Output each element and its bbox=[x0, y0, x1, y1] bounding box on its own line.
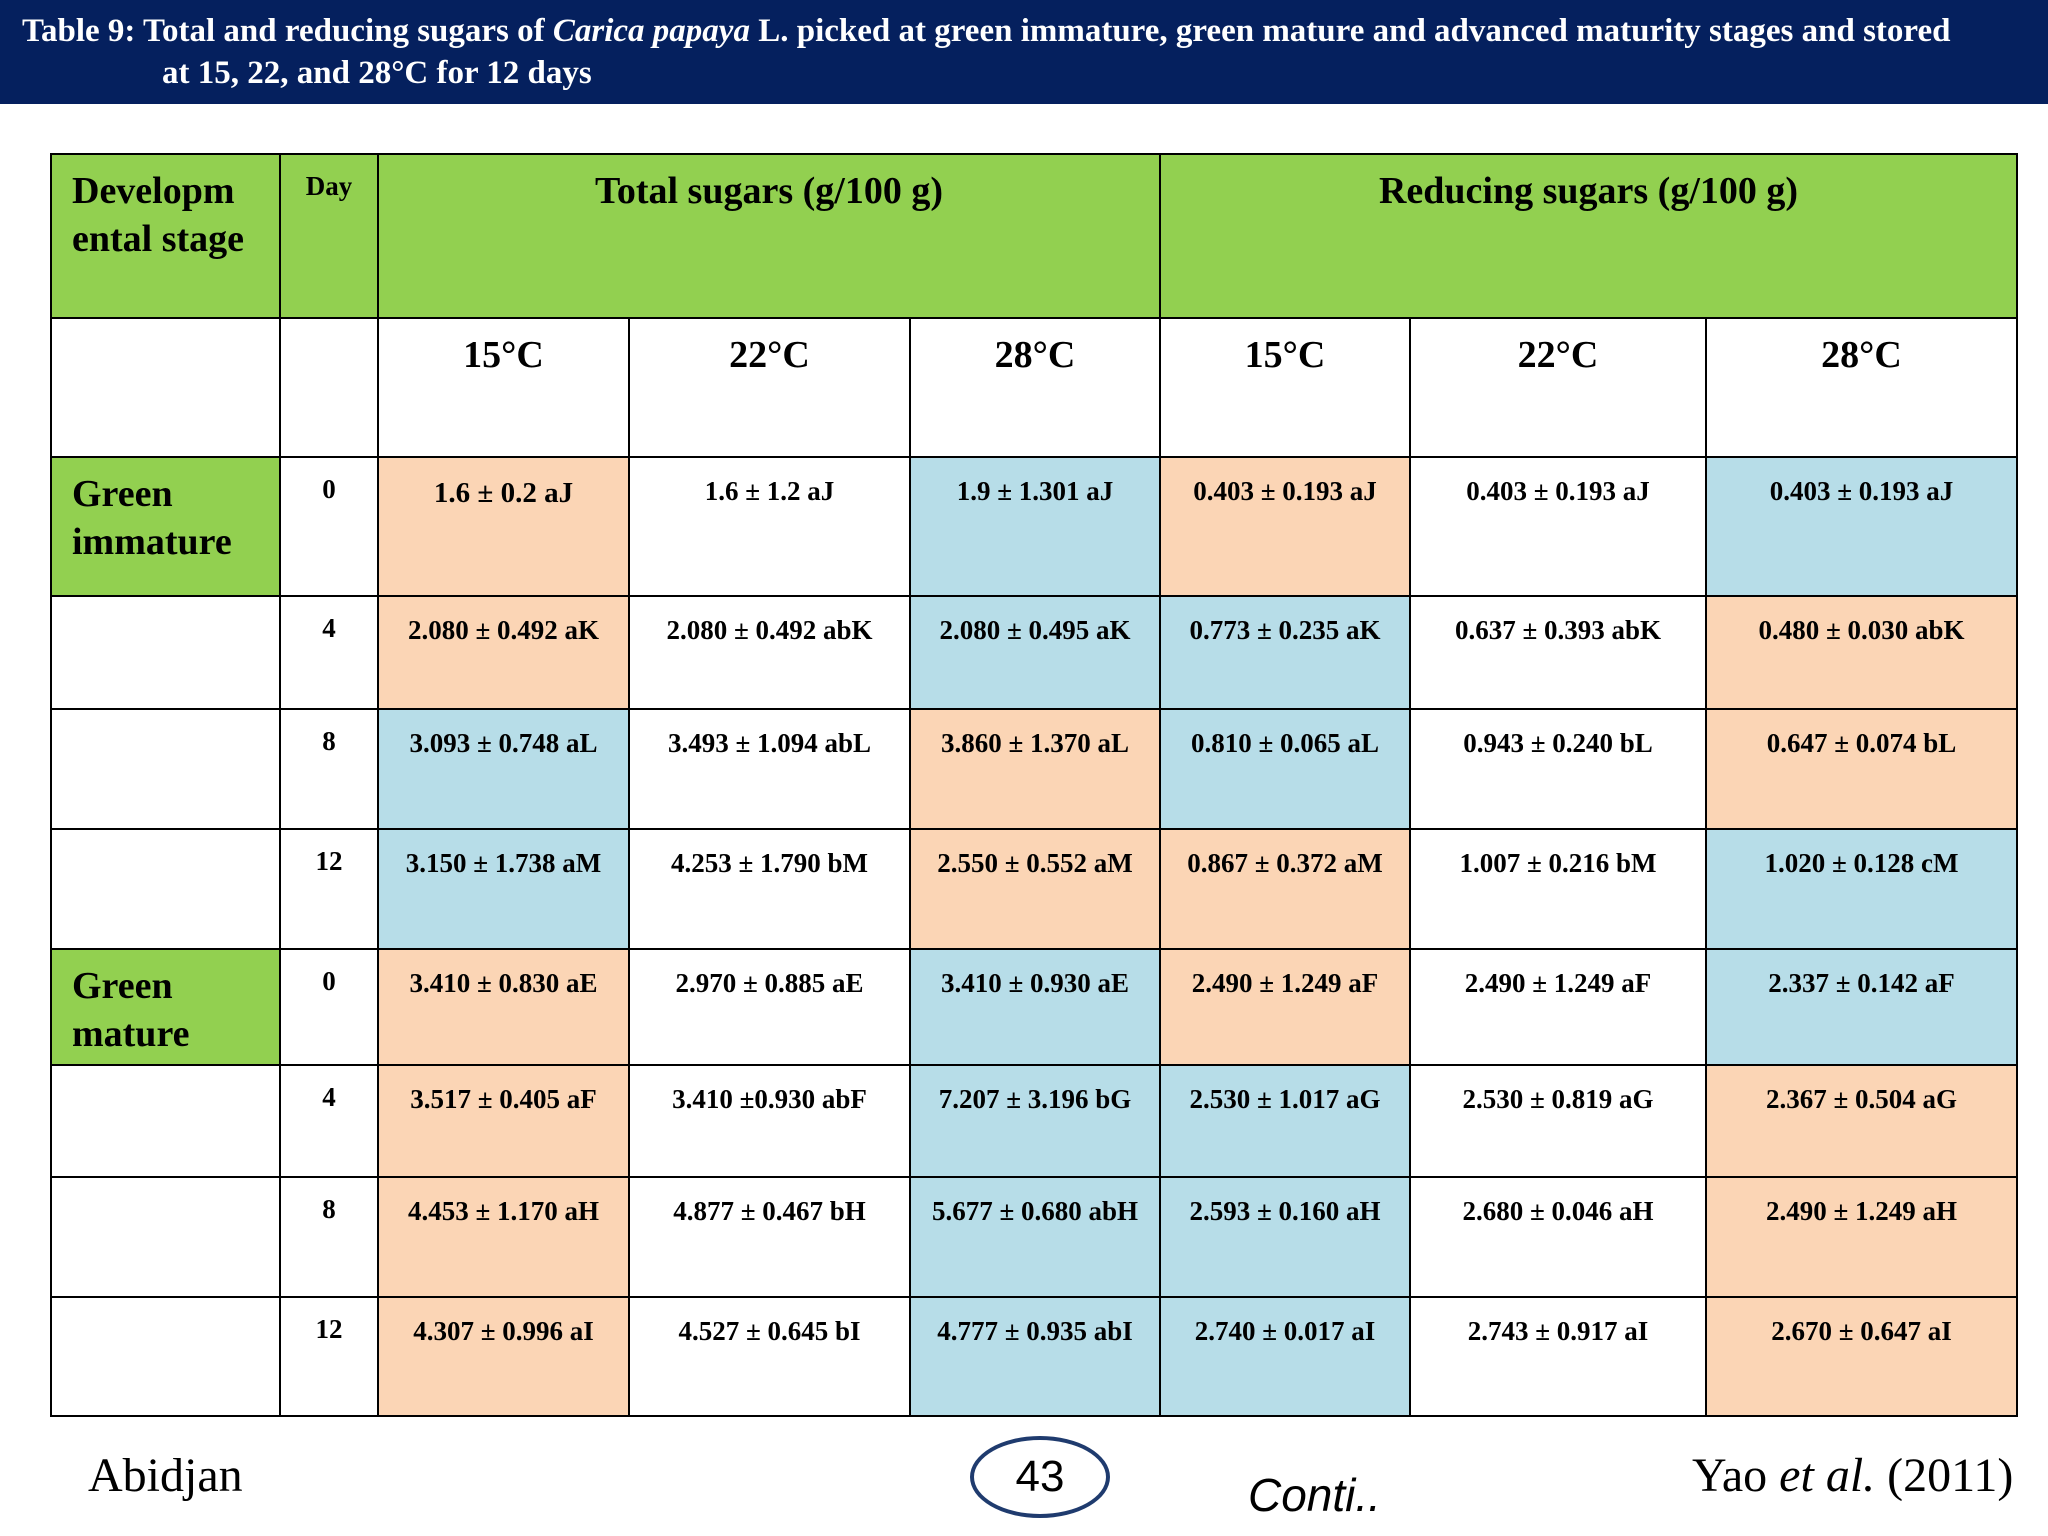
value-cell: 4.453 ± 1.170 aH bbox=[377, 1176, 630, 1298]
value-cell: 2.970 ± 0.885 aE bbox=[628, 948, 911, 1066]
stage-cell bbox=[50, 1064, 281, 1178]
value-cell: 1.9 ± 1.301 aJ bbox=[909, 456, 1161, 597]
table-row: Green mature 0 3.410 ± 0.830 aE 2.970 ± … bbox=[50, 948, 2018, 1066]
stage-cell: Green mature bbox=[50, 948, 281, 1066]
title-prefix: Table 9: Total and reducing sugars of bbox=[22, 13, 553, 49]
value-cell: 3.410 ± 0.830 aE bbox=[377, 948, 630, 1066]
title-line2: at 15, 22, and 28°C for 12 days bbox=[162, 55, 592, 91]
header-total-sugars: Total sugars (g/100 g) bbox=[377, 153, 1161, 319]
header-reducing-sugars: Reducing sugars (g/100 g) bbox=[1159, 153, 2018, 319]
value-cell: 2.490 ± 1.249 aH bbox=[1705, 1176, 2018, 1298]
table-row: 4 3.517 ± 0.405 aF 3.410 ±0.930 abF 7.20… bbox=[50, 1064, 2018, 1178]
value-cell: 0.403 ± 0.193 aJ bbox=[1159, 456, 1411, 597]
temp-header: 15°C bbox=[377, 317, 630, 458]
value-cell: 0.647 ± 0.074 bL bbox=[1705, 708, 2018, 830]
value-cell: 2.367 ± 0.504 aG bbox=[1705, 1064, 2018, 1178]
footer-location: Abidjan bbox=[88, 1449, 243, 1502]
value-cell: 0.637 ± 0.393 abK bbox=[1409, 595, 1707, 710]
stage-cell bbox=[50, 1176, 281, 1298]
value-cell: 2.490 ± 1.249 aF bbox=[1159, 948, 1411, 1066]
day-cell: 8 bbox=[279, 1176, 379, 1298]
value-cell: 4.307 ± 0.996 aI bbox=[377, 1296, 630, 1417]
value-cell: 2.080 ± 0.495 aK bbox=[909, 595, 1161, 710]
value-cell: 2.550 ± 0.552 aM bbox=[909, 828, 1161, 950]
footer-citation: Yao et al. (2011) bbox=[1692, 1448, 2013, 1503]
sugars-table: Developm ental stage Day Total sugars (g… bbox=[50, 153, 2018, 1417]
value-cell: 4.253 ± 1.790 bM bbox=[628, 828, 911, 950]
title-middle: L. picked at green immature, green matur… bbox=[749, 13, 1951, 49]
value-cell: 2.743 ± 0.917 aI bbox=[1409, 1296, 1707, 1417]
value-cell: 2.740 ± 0.017 aI bbox=[1159, 1296, 1411, 1417]
day-cell: 8 bbox=[279, 708, 379, 830]
value-cell: 3.410 ±0.930 abF bbox=[628, 1064, 911, 1178]
value-cell: 4.527 ± 0.645 bI bbox=[628, 1296, 911, 1417]
value-cell: 0.810 ± 0.065 aL bbox=[1159, 708, 1411, 830]
value-cell: 1.007 ± 0.216 bM bbox=[1409, 828, 1707, 950]
day-cell: 12 bbox=[279, 1296, 379, 1417]
table-row: 4 2.080 ± 0.492 aK 2.080 ± 0.492 abK 2.0… bbox=[50, 595, 2018, 710]
value-cell: 0.943 ± 0.240 bL bbox=[1409, 708, 1707, 830]
value-cell: 4.777 ± 0.935 abI bbox=[909, 1296, 1161, 1417]
citation-author: Yao bbox=[1692, 1449, 1780, 1502]
value-cell: 2.337 ± 0.142 aF bbox=[1705, 948, 2018, 1066]
value-cell: 2.680 ± 0.046 aH bbox=[1409, 1176, 1707, 1298]
temp-header: 15°C bbox=[1159, 317, 1411, 458]
value-cell: 0.480 ± 0.030 abK bbox=[1705, 595, 2018, 710]
temp-header: 28°C bbox=[909, 317, 1161, 458]
value-cell: 3.410 ± 0.930 aE bbox=[909, 948, 1161, 1066]
value-cell: 2.490 ± 1.249 aF bbox=[1409, 948, 1707, 1066]
value-cell: 0.773 ± 0.235 aK bbox=[1159, 595, 1411, 710]
value-cell: 0.403 ± 0.193 aJ bbox=[1705, 456, 2018, 597]
value-cell: 5.677 ± 0.680 abH bbox=[909, 1176, 1161, 1298]
page-number: 43 bbox=[1015, 1452, 1065, 1501]
day-cell: 4 bbox=[279, 1064, 379, 1178]
stage-cell bbox=[50, 828, 281, 950]
value-cell: 3.493 ± 1.094 abL bbox=[628, 708, 911, 830]
table-row: 12 3.150 ± 1.738 aM 4.253 ± 1.790 bM 2.5… bbox=[50, 828, 2018, 950]
title-species: Carica papaya bbox=[552, 13, 750, 49]
value-cell: 2.530 ± 0.819 aG bbox=[1409, 1064, 1707, 1178]
value-cell: 0.403 ± 0.193 aJ bbox=[1409, 456, 1707, 597]
value-cell: 3.860 ± 1.370 aL bbox=[909, 708, 1161, 830]
day-cell: 12 bbox=[279, 828, 379, 950]
value-cell: 3.517 ± 0.405 aF bbox=[377, 1064, 630, 1178]
stage-cell bbox=[50, 708, 281, 830]
stage-cell bbox=[50, 595, 281, 710]
value-cell: 2.593 ± 0.160 aH bbox=[1159, 1176, 1411, 1298]
table-row: 8 4.453 ± 1.170 aH 4.877 ± 0.467 bH 5.67… bbox=[50, 1176, 2018, 1298]
value-cell: 2.080 ± 0.492 abK bbox=[628, 595, 911, 710]
value-cell: 3.150 ± 1.738 aM bbox=[377, 828, 630, 950]
continued-label: Conti.. bbox=[1248, 1469, 1381, 1521]
table-row: 8 3.093 ± 0.748 aL 3.493 ± 1.094 abL 3.8… bbox=[50, 708, 2018, 830]
temp-header: 28°C bbox=[1705, 317, 2018, 458]
header-day: Day bbox=[279, 153, 379, 319]
value-cell: 2.670 ± 0.647 aI bbox=[1705, 1296, 2018, 1417]
temp-header: 22°C bbox=[1409, 317, 1707, 458]
day-cell: 4 bbox=[279, 595, 379, 710]
citation-year: (2011) bbox=[1875, 1449, 2014, 1502]
value-cell: 1.6 ± 0.2 aJ bbox=[377, 456, 630, 597]
page-number-badge: 43 bbox=[970, 1436, 1110, 1518]
day-cell: 0 bbox=[279, 948, 379, 1066]
header-stage: Developm ental stage bbox=[50, 153, 281, 319]
value-cell: 4.877 ± 0.467 bH bbox=[628, 1176, 911, 1298]
value-cell: 0.867 ± 0.372 aM bbox=[1159, 828, 1411, 950]
temp-row-empty-stage bbox=[50, 317, 281, 458]
temp-header: 22°C bbox=[628, 317, 911, 458]
slide-title: Table 9: Total and reducing sugars of Ca… bbox=[0, 0, 2048, 104]
value-cell: 1.6 ± 1.2 aJ bbox=[628, 456, 911, 597]
value-cell: 2.530 ± 1.017 aG bbox=[1159, 1064, 1411, 1178]
table-row: 12 4.307 ± 0.996 aI 4.527 ± 0.645 bI 4.7… bbox=[50, 1296, 2018, 1417]
value-cell: 1.020 ± 0.128 cM bbox=[1705, 828, 2018, 950]
citation-etal: et al. bbox=[1779, 1449, 1876, 1502]
table-row: Green immature 0 1.6 ± 0.2 aJ 1.6 ± 1.2 … bbox=[50, 456, 2018, 597]
value-cell: 7.207 ± 3.196 bG bbox=[909, 1064, 1161, 1178]
stage-cell bbox=[50, 1296, 281, 1417]
temp-row-empty-day bbox=[279, 317, 379, 458]
day-cell: 0 bbox=[279, 456, 379, 597]
value-cell: 2.080 ± 0.492 aK bbox=[377, 595, 630, 710]
value-cell: 3.093 ± 0.748 aL bbox=[377, 708, 630, 830]
stage-cell: Green immature bbox=[50, 456, 281, 597]
